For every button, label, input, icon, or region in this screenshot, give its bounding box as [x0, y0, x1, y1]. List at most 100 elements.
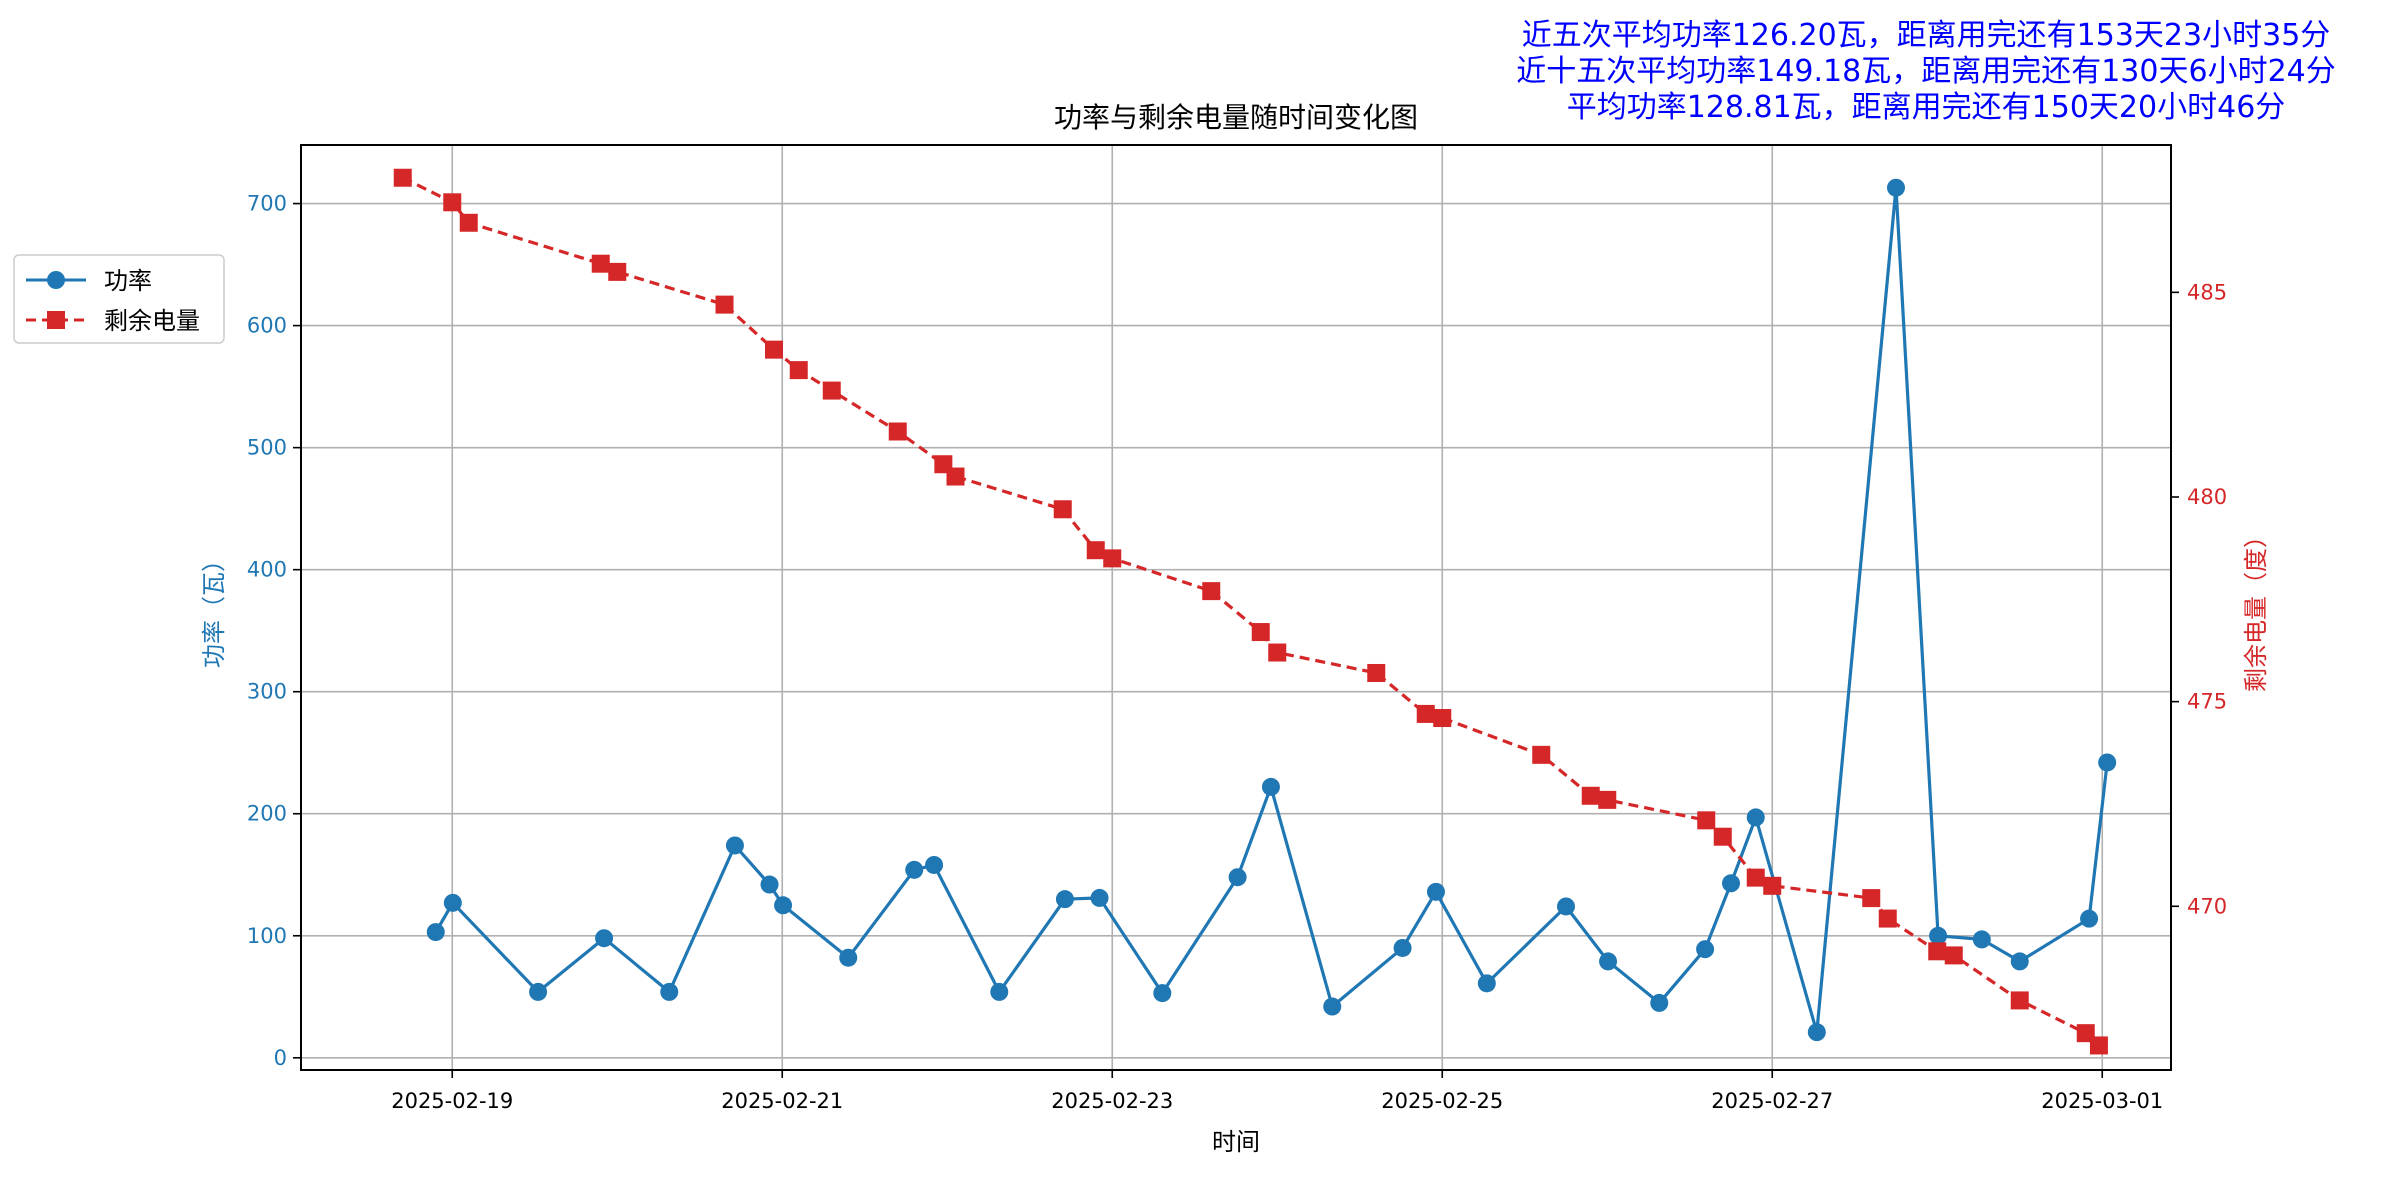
- power-point: [1228, 868, 1247, 887]
- power-point: [925, 855, 944, 874]
- remaining-point: [1944, 946, 1963, 965]
- remaining-point: [2010, 991, 2029, 1010]
- legend-label-power: 功率: [104, 267, 152, 295]
- legend: 功率 剩余电量: [13, 254, 225, 344]
- right-y-tick-label: 480: [2187, 485, 2227, 509]
- right-y-tick-label: 485: [2187, 280, 2227, 304]
- remaining-point: [1103, 549, 1122, 568]
- left-axis-title: 功率（瓦）: [200, 548, 228, 668]
- power-point: [1477, 974, 1496, 993]
- power-point: [1055, 890, 1074, 909]
- power-point: [1599, 952, 1618, 971]
- remaining-point: [459, 213, 478, 232]
- power-point: [774, 896, 793, 915]
- power-point: [1323, 997, 1342, 1016]
- remaining-point: [946, 467, 965, 486]
- left-y-tick-label: 400: [247, 558, 287, 582]
- summary-line-2: 近十五次平均功率149.18瓦，距离用完还有130天6小时24分: [1516, 54, 2336, 89]
- power-point: [1393, 938, 1412, 957]
- power-point: [1887, 178, 1905, 197]
- remaining-point: [1862, 889, 1881, 908]
- left-y-tick-label: 300: [247, 680, 287, 704]
- power-point: [2010, 952, 2029, 971]
- remaining-point: [1433, 709, 1452, 728]
- power-point: [1650, 993, 1669, 1012]
- power-point: [595, 929, 614, 948]
- right-y-axis: 470 475 480 485: [2171, 280, 2227, 918]
- left-y-tick-label: 200: [247, 802, 287, 826]
- power-point: [1153, 984, 1172, 1003]
- power-point: [1261, 777, 1280, 796]
- x-tick-label: 2025-02-25: [1381, 1089, 1503, 1113]
- x-tick-label: 2025-02-21: [721, 1089, 843, 1113]
- remaining-point: [591, 254, 610, 273]
- x-axis-title: 时间: [1212, 1128, 1260, 1156]
- power-point: [725, 836, 744, 855]
- power-point: [1426, 882, 1445, 901]
- right-y-tick-label: 475: [2187, 690, 2227, 714]
- remaining-point: [1532, 745, 1551, 764]
- left-y-tick-label: 100: [247, 924, 287, 948]
- remaining-point: [1598, 790, 1617, 809]
- summary-line-1: 近五次平均功率126.20瓦，距离用完还有153天23小时35分: [1522, 18, 2331, 53]
- power-point: [1746, 808, 1765, 827]
- remaining-point: [1251, 623, 1270, 642]
- legend-marker-remaining: [47, 311, 65, 329]
- power-point: [1807, 1023, 1826, 1042]
- left-y-tick-label: 500: [247, 436, 287, 460]
- grid: [301, 145, 2171, 1070]
- series-line-power: [434, 186, 2109, 1034]
- power-point: [1090, 888, 1109, 907]
- left-y-tick-label: 700: [247, 192, 287, 216]
- power-point: [1929, 926, 1948, 945]
- x-tick-label: 2025-02-27: [1711, 1089, 1833, 1113]
- remaining-point: [393, 168, 412, 187]
- remaining-point: [1416, 704, 1435, 723]
- remaining-point: [1268, 643, 1287, 662]
- remaining-point: [789, 361, 808, 380]
- x-tick-label: 2025-03-01: [2041, 1089, 2163, 1113]
- power-point: [990, 982, 1009, 1001]
- left-y-axis: 0 100 200 300 400 500 600 700: [247, 192, 301, 1070]
- remaining-point: [1713, 827, 1732, 846]
- remaining-point: [1367, 663, 1386, 682]
- power-point: [905, 860, 924, 879]
- remaining-point: [888, 422, 907, 441]
- remaining-point: [1053, 500, 1072, 519]
- power-point: [839, 948, 858, 967]
- x-tick-label: 2025-02-19: [391, 1089, 513, 1113]
- power-point: [2080, 909, 2099, 928]
- remaining-point: [1697, 811, 1716, 830]
- series: [393, 168, 2117, 1055]
- remaining-point: [765, 340, 783, 359]
- power-point: [1722, 874, 1740, 893]
- chart-title: 功率与剩余电量随时间变化图: [1054, 101, 1418, 134]
- power-point: [1972, 930, 1991, 949]
- x-tick-label: 2025-02-23: [1051, 1089, 1173, 1113]
- series-line-remaining: [402, 176, 2100, 1047]
- power-point: [443, 893, 462, 912]
- left-y-tick-label: 600: [247, 314, 287, 338]
- power-point: [660, 982, 679, 1001]
- remaining-point: [1746, 868, 1765, 887]
- remaining-point: [443, 193, 462, 212]
- remaining-point: [1581, 786, 1600, 805]
- power-point: [2098, 753, 2117, 772]
- right-y-tick-label: 470: [2187, 894, 2227, 918]
- power-point: [1557, 897, 1575, 916]
- remaining-point: [1878, 909, 1897, 928]
- power-point: [426, 923, 445, 942]
- summary-line-3: 平均功率128.81瓦，距离用完还有150天20小时46分: [1567, 90, 2286, 125]
- left-y-tick-label: 0: [274, 1046, 287, 1070]
- remaining-point: [608, 262, 627, 281]
- summary-annotation: 近五次平均功率126.20瓦，距离用完还有153天23小时35分 近十五次平均功…: [1516, 18, 2336, 125]
- remaining-point: [2089, 1036, 2108, 1055]
- legend-marker-power: [47, 271, 65, 289]
- power-point: [529, 982, 548, 1001]
- remaining-point: [822, 381, 841, 400]
- remaining-point: [1202, 582, 1221, 601]
- remaining-point: [1763, 876, 1782, 895]
- power-point: [760, 875, 779, 894]
- remaining-point: [715, 295, 734, 314]
